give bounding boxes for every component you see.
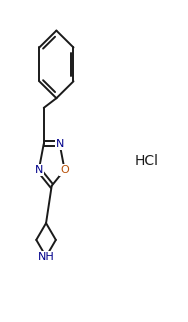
Text: N: N <box>35 165 43 175</box>
Text: O: O <box>60 165 69 175</box>
Text: HCl: HCl <box>135 154 159 168</box>
Text: N: N <box>55 139 64 149</box>
Text: NH: NH <box>38 251 55 262</box>
